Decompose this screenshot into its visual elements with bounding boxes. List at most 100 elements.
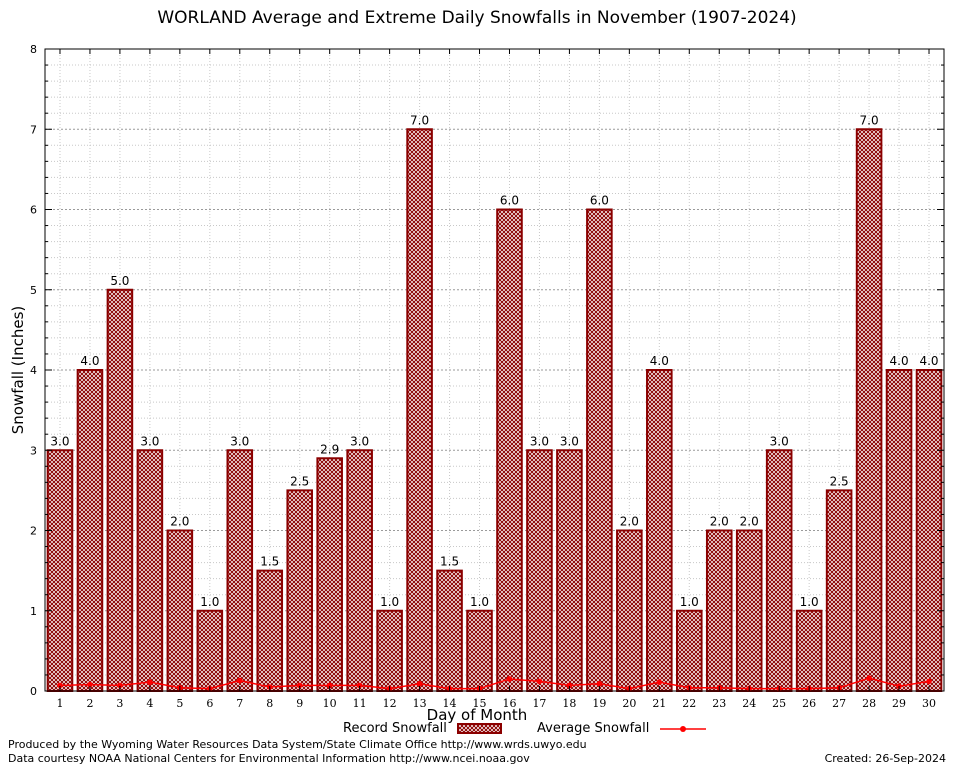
bar-value-label: 3.0 (140, 434, 159, 448)
bar-value-label: 3.0 (770, 434, 789, 448)
average-point (117, 682, 123, 689)
average-point (356, 682, 363, 689)
y-tick-label: 5 (30, 284, 37, 297)
x-tick-label: 13 (413, 697, 427, 710)
bar-value-label: 2.5 (290, 474, 309, 488)
bar-value-label: 2.9 (320, 442, 339, 456)
x-tick-label: 18 (562, 697, 576, 710)
x-tick-label: 14 (443, 697, 457, 710)
record-bar (46, 449, 74, 692)
x-tick-label: 26 (802, 697, 816, 710)
y-tick-label: 3 (30, 444, 37, 457)
y-tick-label: 4 (30, 364, 37, 377)
record-bar (406, 128, 433, 692)
y-tick-label: 6 (30, 204, 37, 217)
x-tick-label: 30 (922, 697, 936, 710)
bar-value-label: 6.0 (590, 194, 609, 208)
average-point (87, 681, 93, 688)
average-point (296, 682, 303, 689)
record-bar (646, 369, 673, 692)
record-bar (286, 489, 314, 692)
y-tick-label: 7 (30, 123, 37, 136)
bar-value-label: 3.0 (230, 434, 249, 448)
record-bar (76, 369, 104, 692)
bar-value-label: 2.0 (710, 515, 729, 529)
footer-created: Created: 26-Sep-2024 (824, 752, 946, 765)
bar-value-label: 1.0 (200, 595, 219, 609)
x-tick-label: 20 (622, 697, 636, 710)
record-bar (735, 529, 763, 692)
bar-value-label: 7.0 (410, 113, 429, 127)
x-tick-label: 24 (742, 697, 756, 710)
x-tick-label: 12 (383, 697, 397, 710)
average-point (506, 676, 513, 682)
bar-value-label: 4.0 (890, 354, 909, 368)
record-bar (885, 369, 913, 692)
average-line (59, 677, 930, 690)
x-tick-label: 1 (56, 697, 63, 710)
record-bar (376, 609, 403, 692)
bars-group (46, 128, 943, 692)
x-tick-label: 3 (116, 697, 123, 710)
average-point (57, 682, 63, 689)
x-tick-label: 9 (296, 697, 303, 710)
record-bar (556, 449, 583, 692)
bar-value-label: 1.0 (680, 595, 699, 609)
x-tick-label: 25 (772, 697, 786, 710)
average-point (596, 680, 603, 687)
record-bar (166, 529, 194, 692)
record-bar (136, 449, 164, 692)
record-bar (855, 128, 883, 692)
record-bar (825, 489, 853, 692)
bar-value-label: 4.0 (919, 354, 938, 368)
x-tick-label: 2 (86, 697, 93, 710)
chart-title: WORLAND Average and Extreme Daily Snowfa… (157, 8, 797, 28)
legend-average-label: Average Snowfall (537, 721, 650, 736)
bar-value-label: 1.5 (440, 555, 459, 569)
average-point (416, 680, 423, 687)
average-point (536, 678, 543, 685)
footer-data-courtesy: Data courtesy NOAA National Centers for … (8, 752, 530, 765)
bar-value-label: 3.0 (560, 434, 579, 448)
record-bar (586, 208, 613, 692)
y-tick-label: 0 (30, 685, 37, 698)
bar-value-label: 2.5 (830, 474, 849, 488)
legend-average-marker (680, 726, 686, 732)
x-tick-label: 11 (353, 697, 367, 710)
y-axis-label: Snowfall (Inches) (9, 305, 27, 435)
legend-record-label: Record Snowfall (343, 721, 447, 736)
x-tick-label: 17 (532, 697, 546, 710)
record-bar (226, 449, 254, 692)
y-tick-label: 1 (30, 605, 37, 618)
record-bar (106, 288, 134, 692)
bar-value-label: 3.0 (350, 434, 369, 448)
x-tick-label: 6 (206, 697, 213, 710)
bar-value-label: 2.0 (740, 515, 759, 529)
average-point (566, 682, 573, 689)
legend-record-swatch (457, 723, 502, 734)
x-tick-label: 8 (266, 697, 273, 710)
average-point (326, 682, 333, 689)
x-tick-label: 15 (473, 697, 487, 710)
y-tick-label: 2 (30, 525, 37, 538)
record-bar (196, 609, 224, 692)
bar-value-label: 1.0 (470, 595, 489, 609)
bar-value-label: 3.0 (530, 434, 549, 448)
bar-value-label: 4.0 (80, 354, 99, 368)
bar-value-label: 2.0 (620, 515, 639, 529)
x-tick-label: 21 (652, 697, 666, 710)
x-tick-label: 27 (832, 697, 846, 710)
legend-swatches (457, 723, 706, 734)
bar-value-label: 5.0 (110, 274, 129, 288)
record-bar (496, 208, 523, 692)
bar-labels-group: 3.0 4.0 5.0 3.0 2.0 1.0 3.0 1.5 2.5 2.9 3.0 1.0 7.0 1… (50, 113, 938, 609)
record-bar (256, 569, 284, 692)
bar-value-label: 1.5 (260, 555, 279, 569)
x-tick-label: 5 (176, 697, 183, 710)
grid-lines (45, 48, 944, 692)
x-tick-label: 29 (892, 697, 906, 710)
record-bar (436, 569, 463, 692)
x-tick-label: 10 (323, 697, 337, 710)
record-bar (795, 609, 823, 692)
